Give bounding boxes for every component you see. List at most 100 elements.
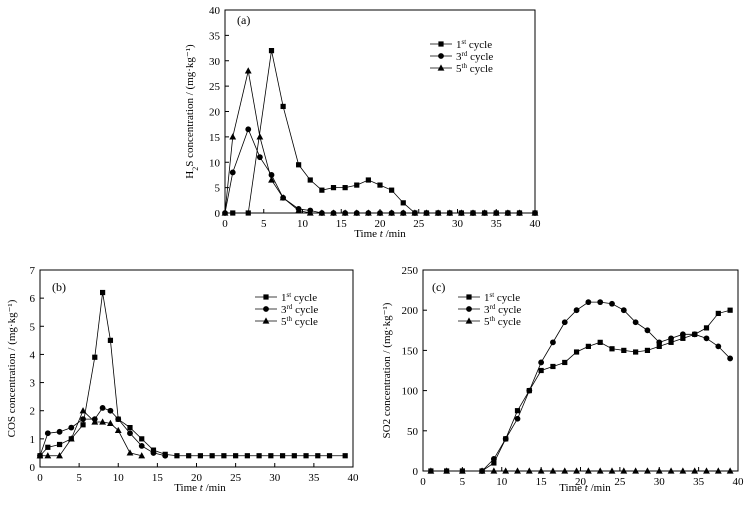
data-point bbox=[44, 452, 52, 459]
chart-panel-b: 0 5 10 15 20 25 30 35 40 0 1 2 3 4 5 6 7 Time t /min COS c… bbox=[6, 265, 359, 494]
x-tick-label: 10 bbox=[496, 476, 508, 488]
data-point bbox=[446, 209, 454, 216]
x-tick-label: 0 bbox=[222, 218, 228, 230]
y-tick-label: 5 bbox=[215, 183, 221, 195]
x-tick-label: 10 bbox=[113, 472, 125, 484]
data-point bbox=[490, 467, 498, 474]
data-point bbox=[703, 467, 710, 474]
x-tick-label: 30 bbox=[269, 472, 281, 484]
data-point bbox=[268, 176, 275, 183]
data-point bbox=[307, 177, 313, 183]
data-point bbox=[150, 450, 157, 456]
y-axis-label: SO2 concentration / (mg·kg⁻¹) bbox=[381, 302, 393, 438]
data-point bbox=[491, 460, 497, 466]
data-point bbox=[244, 67, 252, 74]
data-point bbox=[353, 209, 361, 216]
legend-marker bbox=[437, 64, 445, 71]
data-point bbox=[597, 299, 604, 306]
data-point bbox=[280, 103, 286, 110]
data-point bbox=[714, 467, 722, 474]
series-circle bbox=[37, 405, 169, 459]
data-point bbox=[279, 194, 287, 201]
data-point bbox=[36, 452, 44, 459]
data-point bbox=[56, 441, 63, 448]
data-point bbox=[100, 289, 106, 296]
data-point bbox=[644, 347, 651, 353]
data-point bbox=[667, 467, 675, 474]
data-point bbox=[584, 467, 592, 474]
legend-label: 5th cycle bbox=[456, 62, 493, 75]
x-tick-label: 35 bbox=[491, 218, 503, 230]
data-point bbox=[585, 299, 592, 306]
legend-marker bbox=[262, 317, 270, 324]
y-tick-label: 4 bbox=[30, 349, 36, 361]
data-point bbox=[342, 453, 348, 459]
data-point bbox=[502, 467, 510, 474]
data-point bbox=[365, 177, 371, 183]
data-point bbox=[127, 430, 133, 437]
data-point bbox=[538, 359, 545, 366]
panel-label: (c) bbox=[432, 280, 445, 294]
data-point bbox=[656, 343, 662, 349]
x-axis-label: Time t /min bbox=[174, 482, 226, 494]
data-point bbox=[608, 467, 616, 474]
data-point bbox=[411, 209, 419, 216]
data-point bbox=[330, 209, 337, 216]
data-point bbox=[596, 467, 604, 474]
data-point bbox=[92, 354, 98, 360]
legend-marker bbox=[466, 294, 472, 300]
data-point bbox=[691, 331, 698, 338]
x-tick-label: 35 bbox=[308, 472, 320, 484]
legend-label: 5th cycle bbox=[281, 315, 318, 328]
data-point bbox=[514, 415, 521, 422]
x-tick-label: 20 bbox=[575, 476, 587, 488]
data-point bbox=[573, 467, 580, 474]
data-point bbox=[79, 407, 87, 414]
y-tick-label: 15 bbox=[209, 132, 221, 144]
data-point bbox=[703, 335, 710, 342]
x-tick-label: 35 bbox=[693, 476, 705, 488]
data-point bbox=[56, 428, 63, 435]
data-point bbox=[114, 426, 122, 434]
data-point bbox=[538, 367, 544, 374]
data-point bbox=[514, 467, 521, 474]
data-point bbox=[291, 453, 297, 459]
series-triangle bbox=[427, 467, 734, 474]
data-point bbox=[107, 337, 114, 343]
legend-label: 1st cycle bbox=[484, 291, 520, 304]
data-point bbox=[268, 48, 275, 54]
data-point bbox=[478, 467, 486, 474]
data-point bbox=[68, 424, 75, 431]
data-point bbox=[256, 154, 263, 161]
data-point bbox=[423, 209, 430, 216]
data-point bbox=[209, 453, 215, 459]
x-tick-label: 30 bbox=[452, 218, 464, 230]
data-point bbox=[679, 331, 686, 338]
data-point bbox=[573, 307, 580, 314]
y-tick-label: 20 bbox=[209, 107, 221, 119]
chart-panel-a: 0 5 10 15 20 25 30 35 40 0 5 10 15 20 25 30 35 40 Time t /… bbox=[184, 5, 541, 240]
data-point bbox=[562, 359, 568, 366]
data-point bbox=[469, 209, 477, 216]
data-point bbox=[138, 452, 146, 459]
data-point bbox=[632, 319, 639, 326]
data-point bbox=[279, 453, 286, 459]
data-point bbox=[229, 169, 236, 176]
data-point bbox=[526, 387, 533, 394]
data-point bbox=[80, 422, 86, 428]
series-line bbox=[481, 301, 731, 472]
data-point bbox=[138, 442, 145, 449]
series-triangle bbox=[221, 67, 539, 216]
data-point bbox=[400, 200, 406, 206]
series-line bbox=[224, 128, 535, 214]
data-point bbox=[620, 307, 627, 314]
data-point bbox=[715, 310, 721, 317]
legend-marker bbox=[466, 306, 472, 312]
x-tick-label: 40 bbox=[348, 472, 360, 484]
data-point bbox=[303, 453, 309, 459]
data-point bbox=[514, 408, 521, 414]
data-point bbox=[633, 349, 639, 355]
data-point bbox=[233, 453, 239, 459]
series-circle bbox=[479, 299, 734, 474]
data-point bbox=[550, 363, 556, 370]
